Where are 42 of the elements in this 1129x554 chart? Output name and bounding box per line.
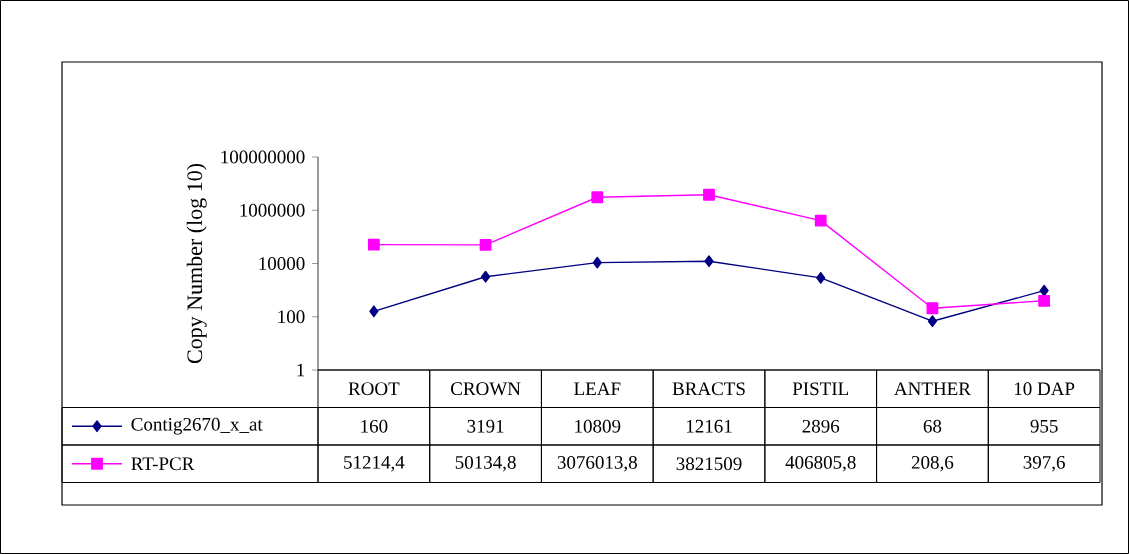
data-label: 3821509 bbox=[676, 457, 742, 471]
data-label: 10809 bbox=[575, 419, 621, 433]
point bbox=[704, 255, 714, 268]
legend-label: Contig2670_x_at bbox=[131, 417, 263, 435]
point bbox=[367, 238, 380, 251]
data-label: 12161 bbox=[686, 419, 732, 433]
x-tick-label: LEAF bbox=[574, 382, 621, 396]
y-tick-label: 100 bbox=[278, 310, 305, 324]
x-tick-label: BRACTS bbox=[672, 382, 745, 396]
point bbox=[592, 256, 602, 269]
y-tick-label: 1000000 bbox=[240, 203, 305, 217]
data-label: 2896 bbox=[802, 419, 840, 433]
data-label: 68 bbox=[923, 419, 942, 433]
data-label: 160 bbox=[361, 419, 388, 433]
point bbox=[927, 315, 938, 328]
y-tick-label: 10000 bbox=[259, 257, 305, 270]
y-axis-title: Copy Number (log 10) bbox=[186, 163, 207, 364]
point bbox=[479, 238, 492, 251]
x-tick-label: 10 DAP bbox=[1014, 382, 1075, 396]
point bbox=[480, 270, 491, 283]
x-tick-label: ANTHER bbox=[894, 382, 971, 396]
data-label: 406805,8 bbox=[785, 455, 856, 472]
x-tick-label: ROOT bbox=[348, 382, 400, 396]
data-label: 3076013,8 bbox=[557, 455, 637, 472]
point bbox=[816, 271, 826, 284]
x-tick-label: PISTIL bbox=[792, 382, 849, 396]
point bbox=[926, 302, 939, 315]
data-label: 51214,4 bbox=[344, 456, 405, 472]
x-tick-label: CROWN bbox=[451, 382, 521, 396]
point bbox=[369, 305, 379, 318]
y-tick-label: 100000000 bbox=[221, 150, 305, 164]
point bbox=[814, 214, 827, 227]
y-tick-label: 1 bbox=[297, 363, 305, 377]
data-label: 397,6 bbox=[1023, 456, 1065, 472]
point bbox=[591, 191, 604, 204]
legend-label: RT-PCR bbox=[131, 457, 195, 471]
data-label: 3191 bbox=[467, 419, 504, 433]
data-label: 955 bbox=[1030, 419, 1058, 433]
data-label: 50134,8 bbox=[455, 455, 516, 472]
data-label: 208,6 bbox=[911, 455, 954, 472]
point bbox=[1038, 294, 1051, 307]
point bbox=[703, 188, 715, 201]
